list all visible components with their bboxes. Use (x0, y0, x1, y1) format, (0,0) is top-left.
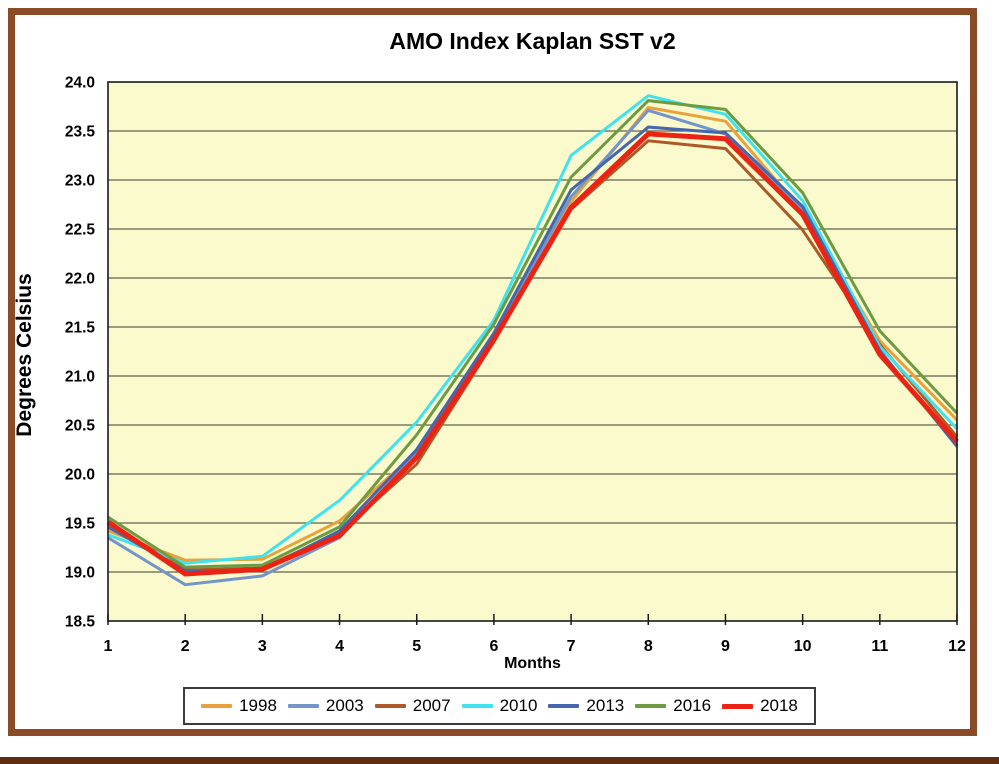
series-line-2010 (107, 94, 959, 565)
legend-item-2016: 2016 (635, 696, 711, 716)
legend-label: 2003 (325, 696, 364, 715)
chart-title: AMO Index Kaplan SST v2 (389, 28, 676, 54)
legend-swatch-2010 (461, 704, 493, 708)
y-tick-label: 21.5 (65, 320, 96, 337)
y-tick-label: 21.0 (65, 369, 95, 386)
x-tick-label: 4 (335, 638, 344, 655)
y-tick-label: 19.5 (65, 516, 96, 533)
x-tick-label: 9 (721, 638, 730, 655)
x-axis-title: Months (504, 655, 561, 672)
x-tick-label: 6 (489, 638, 498, 655)
x-tick-label: 11 (871, 638, 888, 655)
x-tick-label: 7 (567, 638, 576, 655)
x-tick-label: 12 (948, 638, 966, 655)
plot-background (108, 82, 957, 621)
legend-label: 2007 (412, 696, 451, 715)
legend-item-2007: 2007 (374, 696, 451, 716)
legend-label: 2013 (586, 696, 625, 715)
x-tick-label: 3 (258, 638, 267, 655)
legend-swatch-2007 (374, 704, 406, 708)
x-tick-label: 10 (794, 638, 812, 655)
x-tick-label: 8 (644, 638, 653, 655)
series-line-2016 (107, 99, 959, 569)
legend-swatch-2016 (635, 704, 667, 708)
legend-item-2018: 2018 (722, 696, 798, 716)
legend-swatch-2013 (548, 704, 580, 708)
y-tick-label: 23.5 (65, 124, 96, 141)
legend-swatch-1998 (201, 704, 233, 708)
y-tick-label: 22.5 (65, 222, 96, 239)
y-tick-label: 20.0 (65, 467, 95, 484)
plot-border (107, 81, 958, 622)
legend-label: 1998 (239, 696, 277, 715)
legend-item-1998: 1998 (201, 696, 277, 716)
legend-swatch-2018 (722, 703, 754, 709)
legend-row: 1998 2003 2007 2010 2013 2016 2018 (0, 687, 999, 725)
series-line-2018 (106, 131, 959, 577)
legend-item-2003: 2003 (287, 696, 364, 716)
x-tick-label: 1 (104, 638, 113, 655)
y-tick-label: 18.5 (65, 614, 96, 631)
x-tick-label: 5 (412, 638, 421, 655)
legend: 1998 2003 2007 2010 2013 2016 2018 (183, 687, 816, 725)
y-tick-label: 20.5 (65, 418, 96, 435)
x-tick-label: 2 (181, 638, 190, 655)
legend-item-2013: 2013 (548, 696, 624, 716)
y-tick-label: 24.0 (65, 75, 95, 92)
legend-swatch-2003 (287, 704, 319, 708)
legend-item-2010: 2010 (461, 696, 538, 716)
y-tick-label: 23.0 (65, 173, 95, 190)
y-tick-label: 19.0 (65, 565, 95, 582)
legend-label: 2016 (673, 696, 712, 715)
legend-label: 2018 (760, 696, 798, 715)
legend-label: 2010 (499, 696, 538, 715)
bottom-strip (0, 757, 999, 764)
y-tick-label: 22.0 (65, 271, 95, 288)
